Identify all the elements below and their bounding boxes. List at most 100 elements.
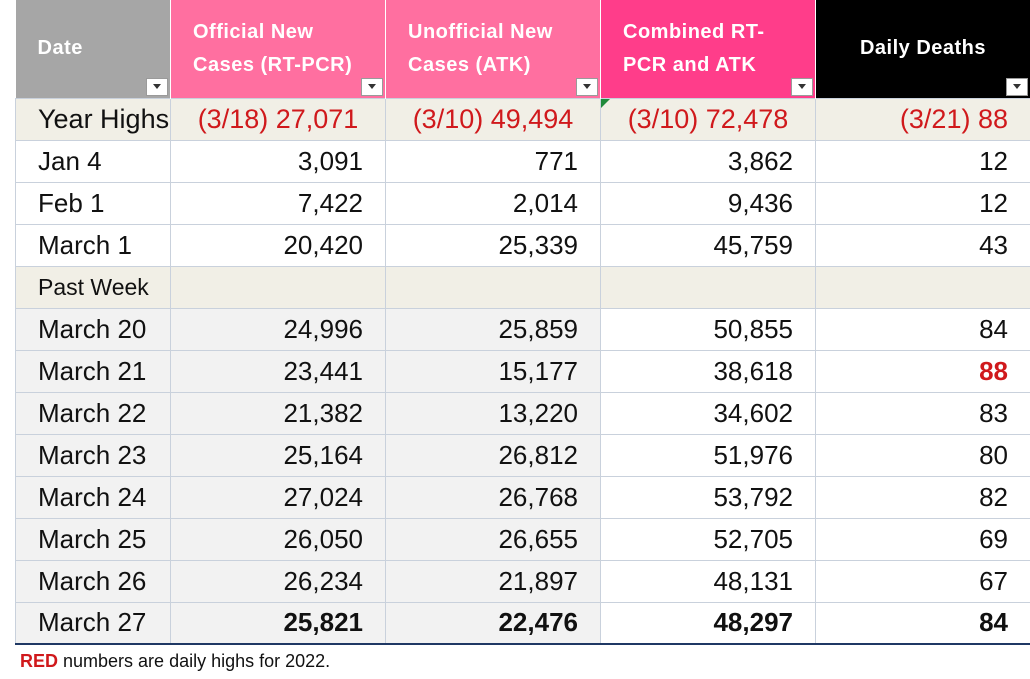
date-cell[interactable]: Jan 4 — [15, 139, 171, 183]
official-cell[interactable]: 20,420 — [170, 223, 386, 267]
unofficial-cell[interactable]: 2,014 — [385, 181, 601, 225]
filter-dropdown-button[interactable] — [146, 77, 168, 96]
comment-indicator-icon — [601, 98, 610, 108]
year-high-combined-value: (3/10) 72,478 — [627, 103, 789, 134]
chevron-down-icon — [368, 84, 376, 89]
table-row: March 27 25,821 22,476 48,297 84 — [15, 601, 1030, 645]
section-label[interactable]: Past Week — [15, 265, 171, 309]
date-cell[interactable]: March 23 — [15, 433, 171, 477]
date-cell[interactable]: March 26 — [15, 559, 171, 603]
table-row: Jan 4 3,091 771 3,862 12 — [15, 139, 1030, 183]
year-high-deaths[interactable]: (3/21) 88 — [815, 97, 1030, 141]
deaths-cell[interactable]: 12 — [815, 139, 1030, 183]
combined-cell[interactable]: 48,297 — [600, 601, 816, 645]
date-cell[interactable]: March 27 — [15, 601, 171, 645]
column-header-deaths: Daily Deaths — [815, 0, 1030, 98]
official-cell[interactable]: 3,091 — [170, 139, 386, 183]
deaths-cell[interactable]: 83 — [815, 391, 1030, 435]
table-row: March 23 25,164 26,812 51,976 80 — [15, 433, 1030, 477]
date-cell[interactable]: Feb 1 — [15, 181, 171, 225]
unofficial-cell[interactable]: 771 — [385, 139, 601, 183]
unofficial-cell[interactable]: 26,812 — [385, 433, 601, 477]
footnote-red-word: RED — [20, 651, 59, 671]
date-cell[interactable]: March 1 — [15, 223, 171, 267]
deaths-cell[interactable]: 43 — [815, 223, 1030, 267]
official-cell[interactable]: 7,422 — [170, 181, 386, 225]
unofficial-cell[interactable]: 22,476 — [385, 601, 601, 645]
deaths-cell[interactable]: 12 — [815, 181, 1030, 225]
chevron-down-icon — [1013, 84, 1021, 89]
deaths-cell[interactable]: 80 — [815, 433, 1030, 477]
official-cell[interactable]: 23,441 — [170, 349, 386, 393]
combined-cell[interactable]: 38,618 — [600, 349, 816, 393]
unofficial-cell[interactable]: 15,177 — [385, 349, 601, 393]
deaths-cell[interactable]: 84 — [815, 307, 1030, 351]
filter-dropdown-button[interactable] — [1006, 77, 1028, 96]
covid-table: Date Official New Cases (RT-PCR) Unoffic… — [15, 0, 1030, 645]
section-row-past-week: Past Week — [15, 265, 1030, 309]
table-row: March 22 21,382 13,220 34,602 83 — [15, 391, 1030, 435]
date-cell[interactable]: March 25 — [15, 517, 171, 561]
unofficial-cell[interactable]: 26,768 — [385, 475, 601, 519]
official-cell[interactable]: 26,050 — [170, 517, 386, 561]
empty-cell[interactable] — [385, 265, 601, 309]
table-row: March 1 20,420 25,339 45,759 43 — [15, 223, 1030, 267]
date-cell[interactable]: March 20 — [15, 307, 171, 351]
chevron-down-icon — [798, 84, 806, 89]
deaths-cell[interactable]: 69 — [815, 517, 1030, 561]
filter-dropdown-button[interactable] — [791, 77, 813, 96]
official-cell[interactable]: 21,382 — [170, 391, 386, 435]
deaths-cell[interactable]: 84 — [815, 601, 1030, 645]
table-row: March 20 24,996 25,859 50,855 84 — [15, 307, 1030, 351]
date-cell[interactable]: March 21 — [15, 349, 171, 393]
official-cell[interactable]: 25,821 — [170, 601, 386, 645]
unofficial-cell[interactable]: 25,859 — [385, 307, 601, 351]
spreadsheet: Date Official New Cases (RT-PCR) Unoffic… — [15, 0, 1030, 645]
combined-cell[interactable]: 45,759 — [600, 223, 816, 267]
official-cell[interactable]: 25,164 — [170, 433, 386, 477]
year-highs-row: Year Highs (3/18) 27,071 (3/10) 49,494 (… — [15, 97, 1030, 141]
deaths-cell[interactable]: 67 — [815, 559, 1030, 603]
unofficial-cell[interactable]: 21,897 — [385, 559, 601, 603]
column-header-unofficial: Unofficial New Cases (ATK) — [385, 0, 601, 98]
filter-dropdown-button[interactable] — [361, 77, 383, 96]
empty-cell[interactable] — [600, 265, 816, 309]
year-high-official[interactable]: (3/18) 27,071 — [170, 97, 386, 141]
column-header-label: Combined RT- PCR and ATK — [623, 20, 765, 76]
chevron-down-icon — [153, 84, 161, 89]
date-cell[interactable]: March 22 — [15, 391, 171, 435]
column-header-combined: Combined RT- PCR and ATK — [600, 0, 816, 98]
column-header-label: Date — [37, 37, 83, 60]
table-row: March 24 27,024 26,768 53,792 82 — [15, 475, 1030, 519]
unofficial-cell[interactable]: 26,655 — [385, 517, 601, 561]
combined-cell[interactable]: 9,436 — [600, 181, 816, 225]
official-cell[interactable]: 24,996 — [170, 307, 386, 351]
column-header-date: Date — [15, 0, 171, 98]
filter-dropdown-button[interactable] — [576, 77, 598, 96]
column-header-label: Official New Cases (RT-PCR) — [193, 20, 353, 76]
unofficial-cell[interactable]: 25,339 — [385, 223, 601, 267]
official-cell[interactable]: 27,024 — [170, 475, 386, 519]
footnote: RED numbers are daily highs for 2022. — [20, 651, 330, 672]
year-high-combined[interactable]: (3/10) 72,478 — [600, 97, 816, 141]
combined-cell[interactable]: 48,131 — [600, 559, 816, 603]
table-row: March 26 26,234 21,897 48,131 67 — [15, 559, 1030, 603]
combined-cell[interactable]: 50,855 — [600, 307, 816, 351]
combined-cell[interactable]: 53,792 — [600, 475, 816, 519]
year-highs-label[interactable]: Year Highs — [15, 97, 171, 141]
year-high-unofficial[interactable]: (3/10) 49,494 — [385, 97, 601, 141]
table-row: Feb 1 7,422 2,014 9,436 12 — [15, 181, 1030, 225]
combined-cell[interactable]: 34,602 — [600, 391, 816, 435]
combined-cell[interactable]: 3,862 — [600, 139, 816, 183]
deaths-cell[interactable]: 82 — [815, 475, 1030, 519]
official-cell[interactable]: 26,234 — [170, 559, 386, 603]
unofficial-cell[interactable]: 13,220 — [385, 391, 601, 435]
combined-cell[interactable]: 51,976 — [600, 433, 816, 477]
column-header-label: Unofficial New Cases (ATK) — [408, 20, 553, 76]
deaths-cell-daily-high[interactable]: 88 — [815, 349, 1030, 393]
date-cell[interactable]: March 24 — [15, 475, 171, 519]
empty-cell[interactable] — [170, 265, 386, 309]
header-row: Date Official New Cases (RT-PCR) Unoffic… — [15, 0, 1030, 98]
empty-cell[interactable] — [815, 265, 1030, 309]
combined-cell[interactable]: 52,705 — [600, 517, 816, 561]
